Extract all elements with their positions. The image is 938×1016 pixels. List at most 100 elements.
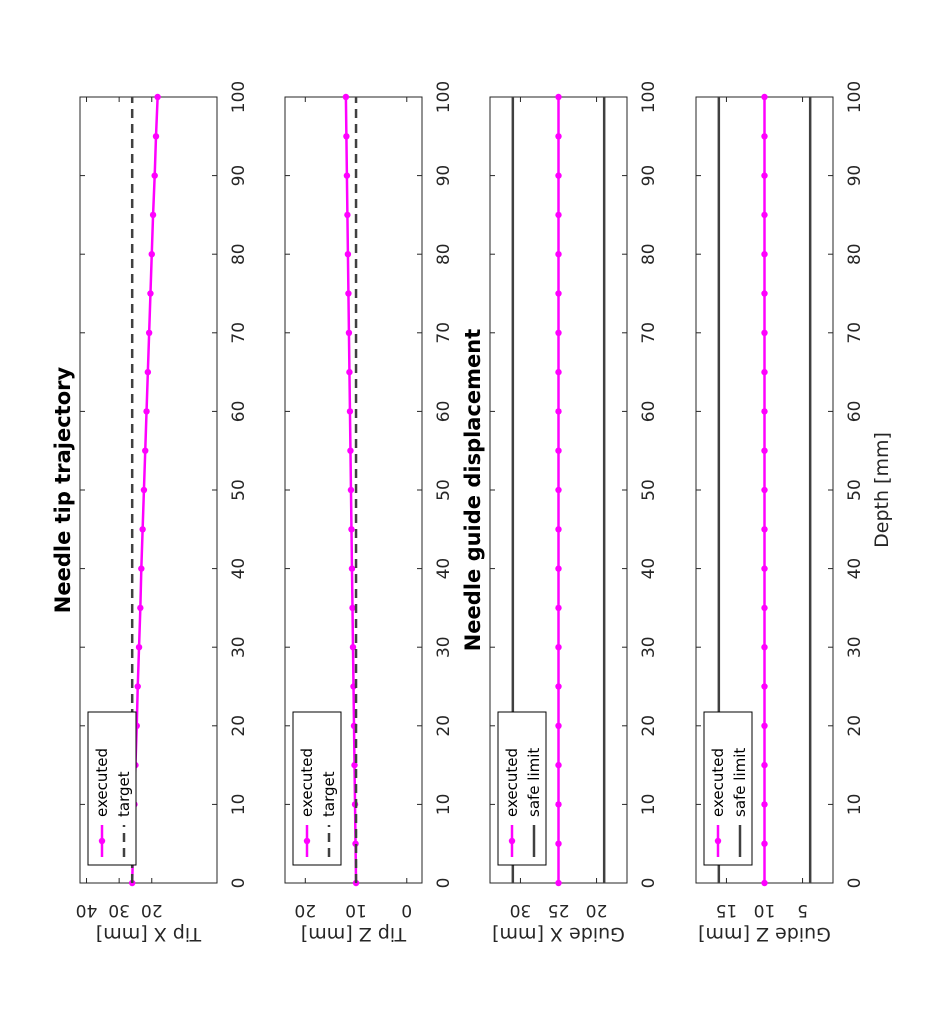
- data-point-executed: [761, 840, 768, 847]
- data-point-executed: [761, 447, 768, 454]
- x-tick-label: 100: [845, 81, 865, 113]
- data-point-executed: [761, 879, 768, 887]
- subplot-1: 0 10 20 30 40 50 60 70 80 90 100 20 30 40 Tip X [mm] ex…: [76, 81, 249, 945]
- x-tick-label: 80: [229, 243, 249, 265]
- x-tick-label: 10: [434, 794, 454, 816]
- y-tick-label: 20: [586, 900, 608, 920]
- x-tick-label: 50: [229, 479, 249, 501]
- legend-marker-executed: [303, 837, 311, 845]
- data-point-executed: [346, 368, 353, 376]
- x-tick-label: 10: [639, 794, 659, 816]
- data-point-executed: [149, 211, 157, 219]
- data-point-executed: [555, 801, 562, 808]
- data-point-executed: [761, 683, 768, 690]
- data-point-executed: [761, 251, 768, 258]
- y-tick-label: 30: [108, 900, 130, 920]
- x-tick-label: 20: [434, 715, 454, 737]
- legend-label: executed: [298, 748, 316, 817]
- legend-label: target: [115, 771, 133, 817]
- data-point-executed: [343, 133, 350, 140]
- x-tick-label: 40: [434, 558, 454, 580]
- data-point-executed: [139, 526, 146, 533]
- x-tick-label: 10: [229, 794, 249, 816]
- legend: executed safe limit: [703, 711, 753, 866]
- data-point-executed: [761, 368, 768, 376]
- x-tick-label: 80: [434, 243, 454, 265]
- legend-box: [87, 711, 137, 866]
- data-point-executed: [349, 644, 357, 651]
- data-point-executed: [761, 644, 768, 651]
- legend-marker-executed: [508, 837, 516, 845]
- y-axis-label: Guide X [mm]: [492, 923, 625, 945]
- data-point-executed: [761, 565, 768, 572]
- legend-label: target: [320, 771, 338, 817]
- x-tick-label: 50: [639, 479, 659, 501]
- data-point-executed: [555, 329, 562, 336]
- data-point-executed: [555, 408, 562, 415]
- x-tick-label: 80: [639, 243, 659, 265]
- x-tick-label: 0: [229, 878, 249, 889]
- x-tick-label: 100: [639, 81, 659, 113]
- legend-marker-executed: [714, 837, 722, 845]
- data-point-executed: [148, 251, 155, 258]
- data-point-executed: [555, 211, 562, 219]
- y-axis-label: Tip X [mm]: [96, 923, 202, 945]
- y-tick-label: 20: [294, 900, 316, 920]
- data-point-executed: [344, 251, 352, 258]
- x-tick-label: 60: [845, 401, 865, 423]
- data-point-executed: [343, 172, 351, 179]
- y-tick-label: 10: [345, 900, 367, 920]
- x-tick-label: 30: [434, 636, 454, 658]
- data-point-executed: [761, 761, 768, 769]
- data-point-executed: [555, 683, 562, 690]
- data-point-executed: [761, 604, 768, 612]
- title-needle-tip-trajectory: Needle tip trajectory: [51, 367, 75, 614]
- data-point-executed: [144, 368, 152, 376]
- y-axis-label: Tip Z [mm]: [301, 923, 407, 945]
- x-tick-label: 70: [229, 322, 249, 344]
- data-point-executed: [761, 211, 768, 219]
- data-point-executed: [145, 329, 153, 336]
- x-tick-label: 90: [434, 165, 454, 187]
- data-point-executed: [555, 565, 562, 572]
- data-point-executed: [761, 526, 768, 533]
- x-tick-label: 50: [845, 479, 865, 501]
- legend: executed target: [292, 711, 342, 866]
- x-tick-label: 60: [639, 401, 659, 423]
- data-point-executed: [342, 93, 350, 101]
- data-point-executed: [154, 93, 161, 101]
- data-point-executed: [138, 565, 145, 572]
- subplot-2: 0 10 20 30 40 50 60 70 80 90 100 0 10 20 Tip Z [mm] exe…: [284, 81, 454, 945]
- data-point-executed: [135, 644, 143, 651]
- x-tick-label: 20: [845, 715, 865, 737]
- data-point-executed: [348, 565, 356, 572]
- y-axis-label: Guide Z [mm]: [698, 923, 831, 945]
- x-tick-label: 50: [434, 479, 454, 501]
- data-point-executed: [142, 447, 149, 454]
- data-point-executed: [555, 251, 562, 258]
- data-point-executed: [151, 172, 158, 179]
- data-point-executed: [555, 840, 562, 847]
- x-tick-label: 60: [229, 401, 249, 423]
- legend-box: [703, 711, 753, 866]
- data-point-executed: [344, 211, 351, 219]
- y-tick-label: 10: [754, 900, 776, 920]
- subplot-4: 0 10 20 30 40 50 60 70 80 90 100 5 10 15 Guide Z [mm] e…: [695, 81, 865, 945]
- y-tick-label: 15: [716, 900, 738, 920]
- data-point-executed: [555, 447, 562, 454]
- data-point-executed: [761, 290, 768, 297]
- x-tick-label: 60: [434, 401, 454, 423]
- data-point-executed: [555, 526, 562, 533]
- legend-marker-executed: [98, 837, 106, 845]
- data-point-executed: [761, 408, 768, 415]
- data-point-executed: [761, 93, 768, 101]
- data-point-executed: [143, 408, 150, 415]
- data-point-executed: [555, 761, 562, 769]
- y-tick-label: 0: [401, 900, 412, 920]
- x-tick-label: 100: [229, 81, 249, 113]
- x-tick-label: 40: [639, 558, 659, 580]
- data-point-executed: [140, 486, 148, 494]
- data-point-executed: [761, 133, 768, 140]
- title-needle-guide-displacement: Needle guide displacement: [461, 329, 485, 652]
